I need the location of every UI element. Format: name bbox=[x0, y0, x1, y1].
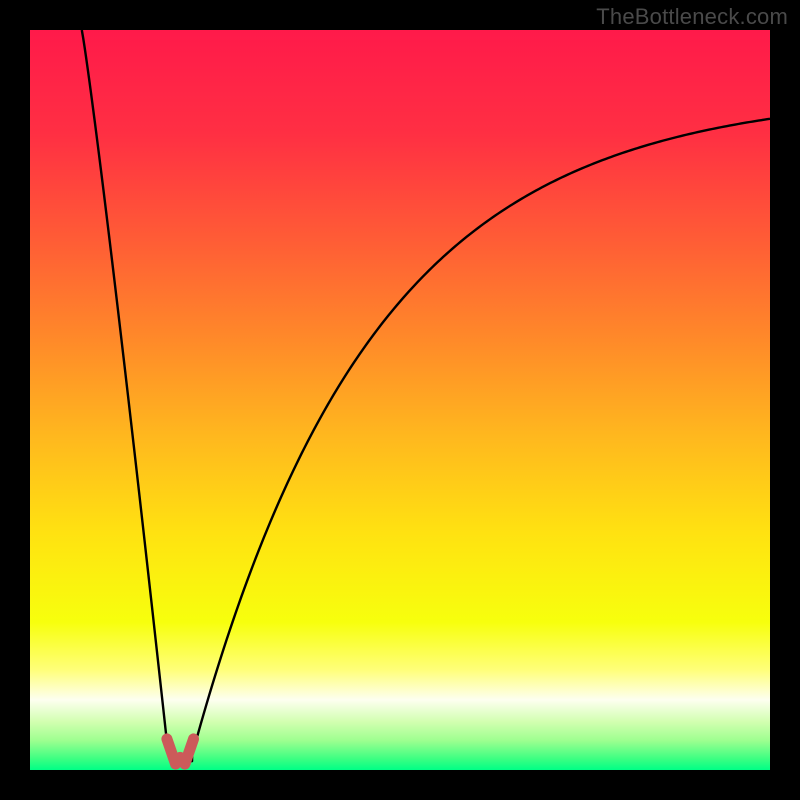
watermark-text: TheBottleneck.com bbox=[596, 4, 788, 30]
chart-svg bbox=[30, 30, 770, 770]
chart-frame: TheBottleneck.com bbox=[0, 0, 800, 800]
bottleneck-chart bbox=[30, 30, 770, 770]
